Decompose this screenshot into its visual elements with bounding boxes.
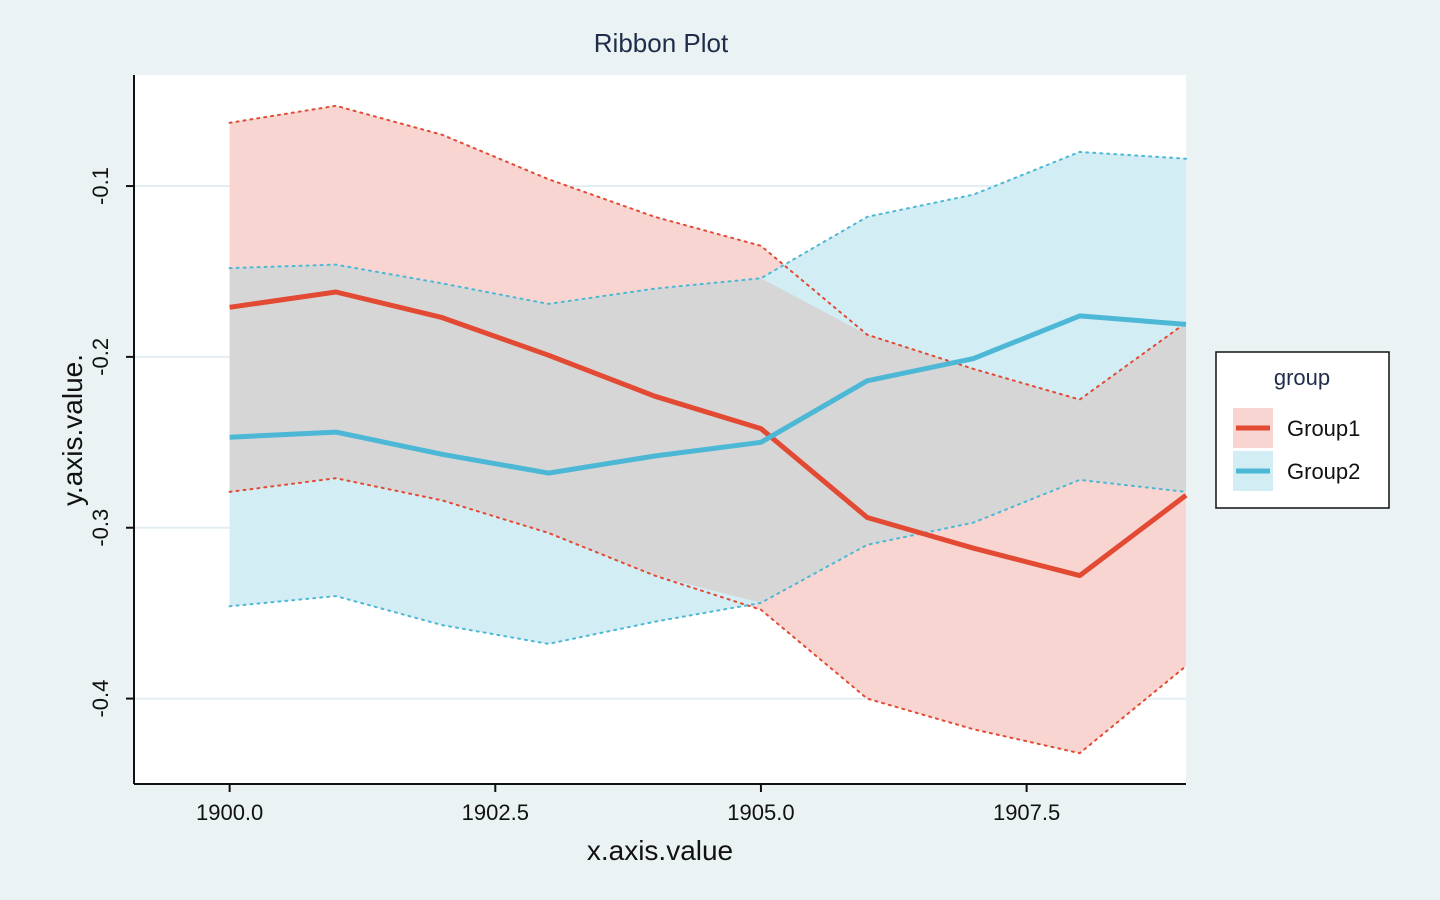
y-tick-label: -0.1 [88, 167, 113, 205]
y-axis-title: y.axis.value. [57, 354, 88, 506]
legend-label-group1: Group1 [1287, 416, 1360, 441]
lower-bound-group1 [228, 477, 1187, 755]
chart-title: Ribbon Plot [594, 28, 729, 58]
x-tick-label: 1902.5 [462, 800, 529, 825]
series-lines [229, 289, 1188, 579]
ribbon-bounds [228, 104, 1187, 755]
y-ticks: -0.1 -0.2 -0.3 -0.4 [88, 167, 134, 718]
x-ticks: 1900.0 1902.5 1905.0 1907.5 [196, 784, 1060, 825]
x-axis-title: x.axis.value [587, 835, 733, 866]
upper-bound-group2 [228, 150, 1187, 305]
upper-bound-group1 [228, 104, 1187, 401]
legend: group Group1 Group2 [1215, 351, 1390, 509]
y-tick-label: -0.2 [88, 338, 113, 376]
x-tick-label: 1905.0 [727, 800, 794, 825]
lower-bound-group2 [228, 478, 1187, 645]
ribbon-overlap [229, 264, 1187, 603]
ribbons [229, 105, 1187, 754]
legend-title: group [1274, 365, 1330, 390]
x-tick-label: 1900.0 [196, 800, 263, 825]
series-line-group2 [229, 313, 1187, 476]
x-tick-label: 1907.5 [993, 800, 1060, 825]
y-tick-label: -0.4 [88, 680, 113, 718]
y-tick-label: -0.3 [88, 509, 113, 547]
series-line-group1 [229, 289, 1188, 579]
legend-label-group2: Group2 [1287, 459, 1360, 484]
